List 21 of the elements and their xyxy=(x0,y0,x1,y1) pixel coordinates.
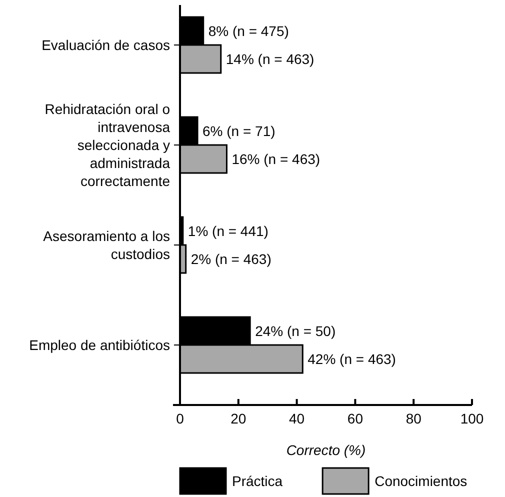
y-tick-label: Asesoramiento a los custodios xyxy=(43,228,170,262)
x-tick-label: 60 xyxy=(347,410,364,426)
data-label: 8% (n = 475) xyxy=(208,22,289,39)
data-label: 42% (n = 463) xyxy=(308,350,396,367)
x-tick-label: 0 xyxy=(176,410,184,426)
x-tick-label: 40 xyxy=(289,410,305,426)
y-tick-label: Evaluación de casos xyxy=(42,36,170,53)
x-tick-label: 20 xyxy=(230,410,246,426)
data-label: 6% (n = 71) xyxy=(202,122,276,139)
y-tick-label: Rehidratación oral o intravenosa seleccionada y administrada correctamente xyxy=(44,100,170,189)
data-label: 14% (n = 463) xyxy=(226,50,314,67)
data-label: 1% (n = 441) xyxy=(188,222,268,239)
x-tick-label: 100 xyxy=(460,410,484,426)
legend-label: Conocimientos xyxy=(374,473,468,489)
x-tick-label: 80 xyxy=(406,410,422,426)
data-label: 2% (n = 463) xyxy=(190,250,272,267)
x-axis-title: Correcto (%) xyxy=(286,442,366,458)
legend-label: Práctica xyxy=(232,473,283,489)
data-label: 16% (n = 463) xyxy=(232,150,320,167)
y-tick-label: Empleo de antibióticos xyxy=(29,336,170,353)
data-label: 24% (n = 50) xyxy=(255,322,336,339)
